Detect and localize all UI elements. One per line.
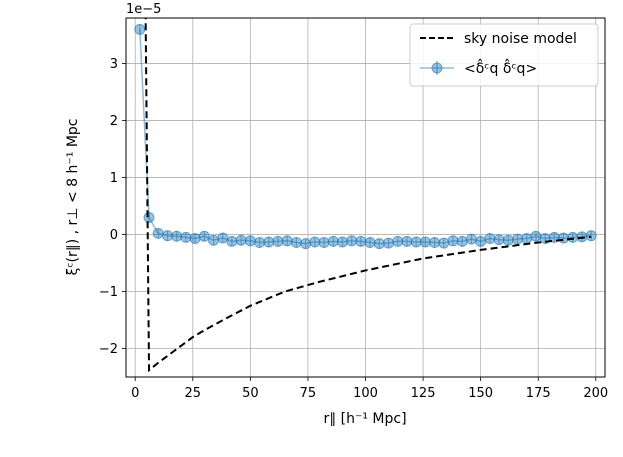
y-axis-label: ξᶜ(r∥) , r⊥ < 8 h⁻¹ Mpc <box>65 119 81 276</box>
correlation-point <box>475 235 487 247</box>
correlation-point <box>161 230 173 242</box>
correlation-point <box>254 237 266 249</box>
correlation-point <box>171 230 183 242</box>
correlation-point <box>383 237 395 249</box>
legend-marker-label: <δ̂ᶜq δ̂ᶜq> <box>464 58 537 77</box>
y-tick-label: 0 <box>110 228 118 243</box>
correlation-point <box>143 211 155 223</box>
correlation-point <box>226 235 238 247</box>
legend-sky-noise-label: sky noise model <box>464 31 577 47</box>
correlation-point <box>373 238 385 250</box>
correlation-point <box>208 234 220 246</box>
correlation-point <box>336 236 348 248</box>
correlation-point <box>235 234 247 246</box>
correlation-point <box>290 237 302 249</box>
y-tick-label: 2 <box>110 114 118 129</box>
correlation-point <box>410 236 422 248</box>
correlation-point <box>558 232 570 244</box>
sky-noise-model-line <box>144 18 592 373</box>
correlation-point <box>134 23 146 35</box>
y-tick-label: −1 <box>99 285 118 300</box>
correlation-point <box>484 233 496 245</box>
correlation-point <box>300 238 312 250</box>
correlation-point <box>401 235 413 247</box>
ticks: 0 25 50 75 100 125 150 175 200 −2 −1 0 1 2 3 <box>99 57 608 401</box>
correlation-point <box>327 235 339 247</box>
correlation-point <box>244 235 256 247</box>
x-tick-label: 150 <box>468 386 493 401</box>
y-tick-label: 1 <box>110 171 118 186</box>
correlation-point <box>272 235 284 247</box>
correlation-point <box>189 233 201 245</box>
x-tick-label: 200 <box>583 386 608 401</box>
correlation-point <box>465 233 477 245</box>
legend: sky noise model <δ̂ᶜq δ̂ᶜq> <box>409 23 599 87</box>
y-tick-label: −2 <box>99 342 118 357</box>
correlation-point <box>419 236 431 248</box>
y-tick-label: 3 <box>110 57 118 72</box>
correlation-point <box>429 237 441 249</box>
x-tick-label: 100 <box>353 386 378 401</box>
correlation-point <box>567 231 579 243</box>
correlation-point <box>217 232 229 244</box>
correlation-point <box>392 235 404 247</box>
correlation-point <box>152 227 164 239</box>
x-axis-label: r∥ [h⁻¹ Mpc] <box>323 411 406 427</box>
correlation-point <box>281 235 293 247</box>
series-layer <box>134 18 597 373</box>
correlation-point <box>530 230 542 242</box>
correlation-point <box>346 235 358 247</box>
correlation-point <box>355 235 367 247</box>
correlation-point <box>511 233 523 245</box>
offset-text: 1e−5 <box>126 2 161 17</box>
correlation-point <box>493 234 505 246</box>
plot-frame <box>125 17 606 378</box>
x-tick-label: 0 <box>131 386 139 401</box>
correlation-point <box>438 237 450 249</box>
correlation-point <box>364 237 376 249</box>
correlation-point <box>447 235 459 247</box>
legend-marker-swatch <box>420 61 454 75</box>
correlation-point <box>456 235 468 247</box>
correlation-point <box>309 236 321 248</box>
x-tick-label: 50 <box>242 386 259 401</box>
correlation-point <box>263 236 275 248</box>
x-tick-label: 25 <box>185 386 202 401</box>
correlation-point <box>198 230 210 242</box>
correlation-point <box>180 231 192 243</box>
correlation-point <box>502 234 514 246</box>
correlation-point <box>318 237 330 249</box>
x-tick-label: 75 <box>300 386 317 401</box>
x-tick-label: 175 <box>526 386 551 401</box>
correlation-point <box>521 233 533 245</box>
legend-frame <box>409 23 599 87</box>
x-tick-label: 125 <box>411 386 436 401</box>
correlation-point <box>585 230 597 242</box>
